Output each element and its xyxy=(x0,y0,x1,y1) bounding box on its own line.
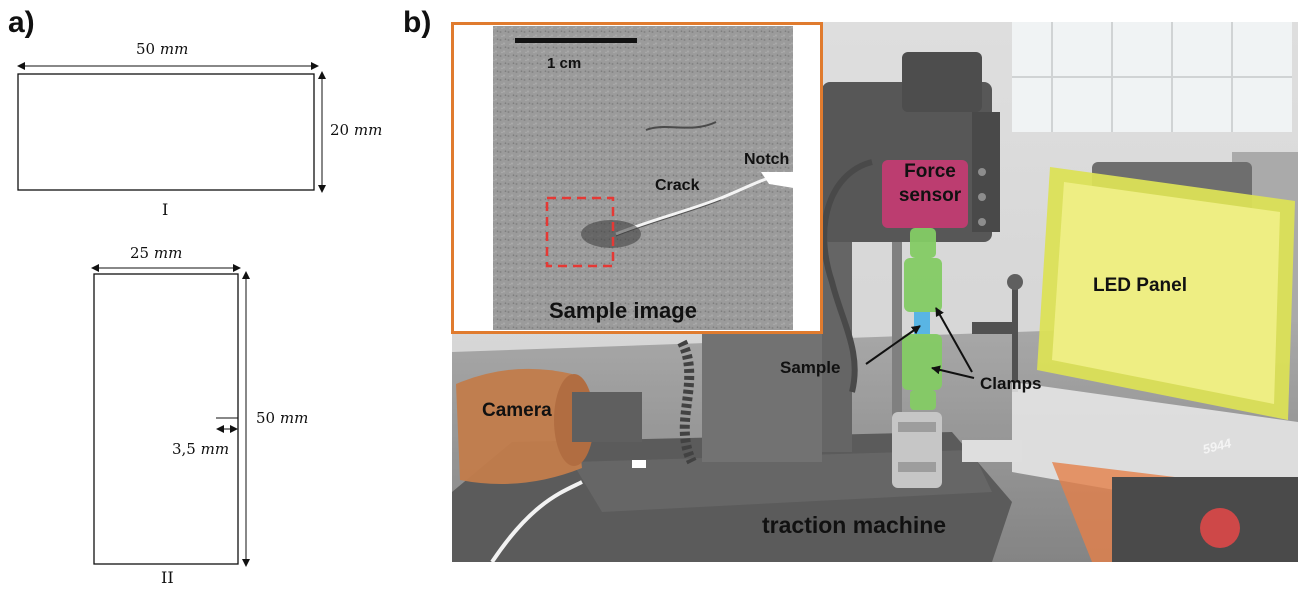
sample-i-width-label: 50 mm xyxy=(136,40,189,58)
sample-i-outline xyxy=(17,73,315,191)
force-sensor-overlay xyxy=(882,160,968,228)
sample-i-label: I xyxy=(162,200,169,219)
camera-label: Camera xyxy=(482,400,552,421)
panel-b-letter: b) xyxy=(403,6,432,39)
inset-border xyxy=(451,22,823,334)
clamps-leader-1 xyxy=(935,307,973,373)
clamps-label: Clamps xyxy=(980,374,1042,393)
force-sensor-label: Force sensor xyxy=(898,161,962,206)
sample-label: Sample xyxy=(780,358,841,377)
crack-line xyxy=(615,176,770,236)
traction-machine-label: traction machine xyxy=(762,512,947,538)
led-panel-label: LED Panel xyxy=(1093,275,1187,296)
sample-ii-notch-label: 3,5 mm xyxy=(172,440,230,458)
panel-a-letter: a) xyxy=(8,6,35,39)
sample-ii-height-label: 50 mm xyxy=(256,409,309,427)
sample-i-height-label: 20 mm xyxy=(330,121,383,139)
machine-plate: 5944 xyxy=(1201,435,1233,457)
emergency-stop xyxy=(1200,508,1240,548)
camera-overlay xyxy=(456,368,582,484)
sample-image-caption: Sample image xyxy=(549,298,697,323)
clamps-overlay xyxy=(902,228,942,410)
sample-ii-outline xyxy=(93,273,239,565)
sample-image-inset: 1 cm Notch Crack Sample image xyxy=(451,22,823,334)
sample-ii-width-label: 25 mm xyxy=(130,244,183,262)
sample-leader xyxy=(865,325,921,365)
clamps-leader-2 xyxy=(931,365,975,379)
scale-bar xyxy=(515,38,637,43)
notch-shape xyxy=(761,172,806,190)
sample-ii-label: II xyxy=(161,568,174,587)
scale-bar-label: 1 cm xyxy=(547,55,581,72)
panel-a-drawing xyxy=(17,62,326,567)
roi-box xyxy=(545,196,615,268)
notch-label: Notch xyxy=(744,151,789,168)
cable xyxy=(821,159,873,393)
crack-label: Crack xyxy=(655,177,700,194)
